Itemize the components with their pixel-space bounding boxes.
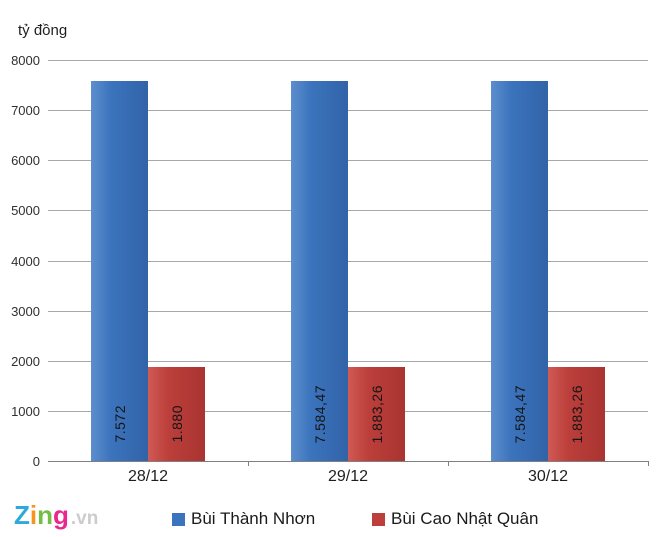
x-axis-tick — [648, 461, 649, 466]
legend-label: Bùi Cao Nhật Quân — [391, 509, 539, 528]
y-tick-label: 3000 — [11, 303, 40, 319]
bar-29-12-series-0: 7.584,47 — [291, 81, 348, 461]
legend-item-1: Bùi Cao Nhật Quân — [372, 509, 538, 529]
x-category-label-28-12: 28/12 — [127, 468, 169, 485]
gridline-4000: 4000 — [11, 254, 648, 269]
y-tick-label: 8000 — [11, 53, 40, 68]
zing-logo-letter: n — [37, 500, 54, 530]
bar-30-12-series-0: 7.584,47 — [491, 81, 548, 461]
gridline-3000: 3000 — [11, 304, 648, 319]
y-axis-unit-label: tỷ đồng — [18, 22, 68, 39]
legend-item-0: Bùi Thành Nhơn — [172, 509, 315, 529]
gridline-5000: 5000 — [11, 203, 648, 218]
bar-value-label: 7.572 — [111, 405, 128, 443]
legend-swatch-icon — [172, 512, 185, 526]
x-category-label-30-12: 30/12 — [527, 468, 569, 485]
bar-29-12-series-1: 1.883,26 — [348, 367, 405, 461]
bar-28-12-series-0: 7.572 — [91, 81, 148, 461]
bar-value-label: 1.883,26 — [568, 384, 585, 444]
bar-28-12-series-1: 1.880 — [148, 367, 205, 461]
zing-logo: Zing .vn — [14, 500, 98, 534]
x-category-label-29-12: 29/12 — [327, 468, 369, 485]
gridline-0: 0 — [33, 454, 648, 469]
gridline-6000: 6000 — [11, 153, 648, 168]
y-tick-label: 5000 — [11, 203, 40, 219]
zing-logo-suffix: .vn — [70, 508, 99, 529]
zing-logo-letter: g — [53, 500, 69, 530]
y-tick-label: 2000 — [11, 353, 40, 369]
gridline-7000: 7000 — [11, 103, 648, 118]
legend-swatch-icon — [372, 512, 385, 526]
gridline-2000: 2000 — [11, 354, 648, 369]
legend: Bùi Thành Nhơn Bùi Cao Nhật Quân — [0, 509, 660, 531]
x-axis-tick — [448, 461, 449, 466]
y-tick-label: 1000 — [11, 403, 40, 419]
bar-value-label: 7.584,47 — [311, 384, 328, 444]
y-tick-label: 6000 — [11, 153, 40, 169]
bar-value-label: 1.880 — [168, 405, 185, 443]
bar-value-label: 7.584,47 — [511, 384, 528, 444]
gridline-8000: 8000 — [11, 53, 648, 68]
zing-logo-letters: Zing — [14, 500, 69, 530]
zing-logo-letter: i — [29, 500, 38, 530]
bar-value-label: 1.883,26 — [368, 384, 385, 444]
plot-area: 0 1000 2000 3000 4000 5000 6000 7000 8000 7.572 1… — [11, 53, 649, 485]
legend-label: Bùi Thành Nhơn — [191, 509, 316, 528]
y-tick-label: 4000 — [11, 253, 40, 269]
y-tick-label: 0 — [32, 454, 40, 469]
x-axis-tick — [248, 461, 249, 466]
bar-30-12-series-1: 1.883,26 — [548, 367, 605, 461]
y-tick-label: 7000 — [11, 103, 40, 119]
zing-logo-letter: Z — [14, 500, 30, 530]
